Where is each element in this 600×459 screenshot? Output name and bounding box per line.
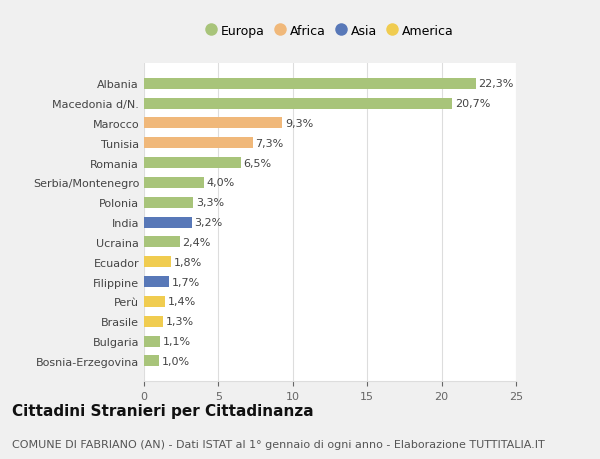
Bar bbox=[144, 118, 283, 129]
Text: 1,8%: 1,8% bbox=[173, 257, 202, 267]
Text: 7,3%: 7,3% bbox=[256, 139, 284, 148]
Legend: Europa, Africa, Asia, America: Europa, Africa, Asia, America bbox=[201, 20, 459, 43]
Text: Cittadini Stranieri per Cittadinanza: Cittadini Stranieri per Cittadinanza bbox=[12, 403, 314, 419]
Bar bbox=[144, 276, 169, 287]
Text: 1,7%: 1,7% bbox=[172, 277, 200, 287]
Text: 4,0%: 4,0% bbox=[206, 178, 235, 188]
Bar bbox=[144, 138, 253, 149]
Text: 3,2%: 3,2% bbox=[194, 218, 223, 228]
Bar bbox=[144, 356, 159, 367]
Text: 1,4%: 1,4% bbox=[167, 297, 196, 307]
Text: 1,1%: 1,1% bbox=[163, 336, 191, 347]
Text: 2,4%: 2,4% bbox=[182, 237, 211, 247]
Text: 1,0%: 1,0% bbox=[161, 356, 190, 366]
Text: 9,3%: 9,3% bbox=[285, 119, 313, 129]
Bar bbox=[144, 178, 203, 189]
Text: 1,3%: 1,3% bbox=[166, 317, 194, 326]
Bar bbox=[144, 158, 241, 169]
Text: 3,3%: 3,3% bbox=[196, 198, 224, 208]
Bar bbox=[144, 98, 452, 109]
Bar bbox=[144, 217, 191, 228]
Bar bbox=[144, 297, 165, 307]
Bar bbox=[144, 78, 476, 90]
Bar bbox=[144, 237, 180, 248]
Text: 20,7%: 20,7% bbox=[455, 99, 490, 109]
Text: 22,3%: 22,3% bbox=[479, 79, 514, 89]
Bar bbox=[144, 257, 171, 268]
Bar bbox=[144, 316, 163, 327]
Bar bbox=[144, 197, 193, 208]
Text: COMUNE DI FABRIANO (AN) - Dati ISTAT al 1° gennaio di ogni anno - Elaborazione T: COMUNE DI FABRIANO (AN) - Dati ISTAT al … bbox=[12, 440, 545, 449]
Bar bbox=[144, 336, 160, 347]
Text: 6,5%: 6,5% bbox=[244, 158, 272, 168]
